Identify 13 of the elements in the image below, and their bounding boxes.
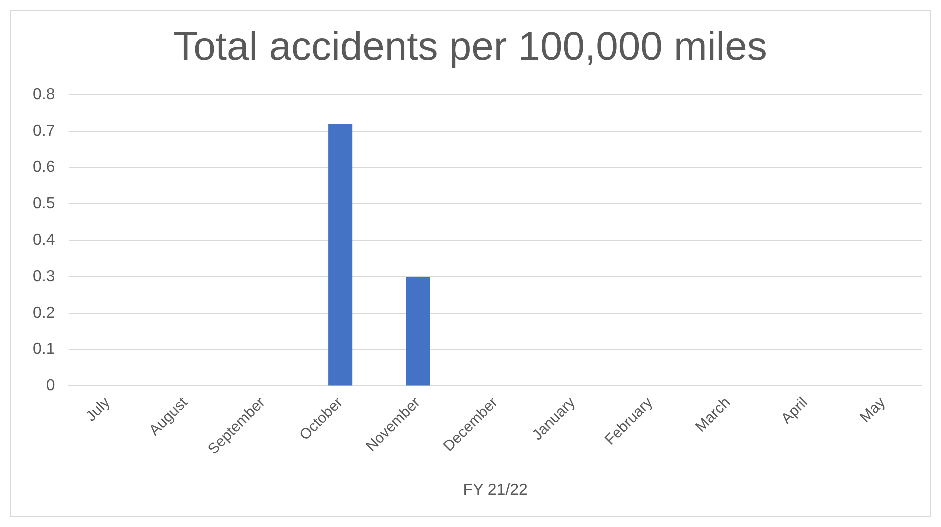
x-tick-label: May [856,394,890,426]
x-axis-title: FY 21/22 [463,482,528,499]
y-tick-label: 0.3 [32,268,56,286]
y-tick-label: 0.4 [32,232,56,249]
y-tick-label: 0.5 [32,196,56,213]
y-tick-label: 0.8 [32,86,56,104]
y-tick-label: 0.6 [32,159,56,176]
x-tick-label: July [82,394,114,426]
y-tick-label: 0 [46,378,56,395]
chart-title: Total accidents per 100,000 miles [174,25,768,70]
y-tick-label: 0.7 [32,122,56,140]
y-tick-label: 0.2 [32,304,56,322]
y-tick-label: 0.1 [32,341,56,358]
